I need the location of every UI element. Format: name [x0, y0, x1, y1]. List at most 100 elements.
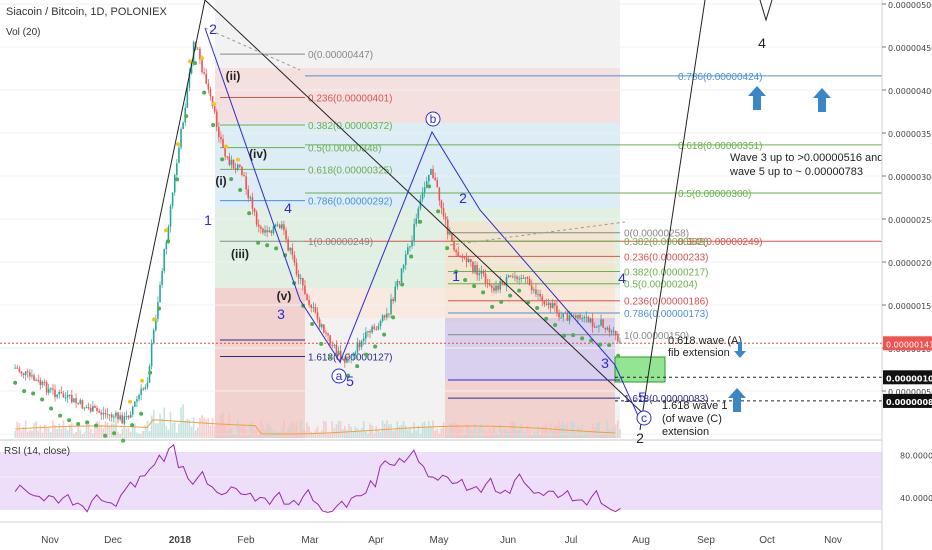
volume-bar [253, 429, 256, 438]
volume-bar [526, 424, 529, 438]
candle-body [43, 381, 46, 383]
candle-body [589, 318, 592, 323]
volume-bar [299, 420, 302, 438]
indicator-dot [247, 211, 252, 216]
fib-label: 0(0.00000447) [308, 50, 373, 61]
volume-bar [22, 427, 25, 438]
volume-bar [138, 433, 140, 438]
volume-bar [438, 433, 441, 438]
candle-body [165, 242, 168, 250]
candle-body [354, 352, 357, 355]
volume-bar [14, 430, 16, 438]
wave-circle [636, 410, 652, 426]
indicator-dot [256, 240, 261, 245]
volume-bar [131, 426, 134, 438]
candle-body [329, 335, 331, 345]
candle-body [604, 327, 607, 330]
candle-body [346, 357, 348, 363]
volume-bar [140, 433, 142, 438]
time-tick-label: Mar [301, 535, 319, 546]
candle-body [503, 284, 506, 286]
candle-body [465, 257, 468, 263]
candle-body [417, 208, 420, 219]
candle-body [556, 305, 558, 313]
indicator-dot [157, 306, 162, 311]
candle-body [377, 326, 380, 330]
candle-body [285, 230, 287, 240]
volume-bar [222, 412, 224, 438]
volume-bar [169, 411, 172, 438]
candle-body [186, 87, 189, 108]
volume-bar [98, 421, 100, 438]
candle-body [251, 197, 254, 209]
candle-body [272, 226, 275, 234]
volume-bar [543, 425, 546, 438]
volume-bar [83, 432, 86, 438]
volume-bar [614, 424, 617, 438]
candle-body [585, 316, 588, 318]
chart-title: Siacoin / Bitcoin, 1D, POLONIEX [6, 6, 167, 18]
volume-bar [509, 422, 512, 438]
candle-body [20, 371, 23, 374]
fib-zone-red-2 [215, 288, 305, 438]
candle-body [54, 389, 56, 398]
candle-body [373, 326, 376, 329]
volume-bar [377, 430, 380, 438]
projection-line [639, 0, 706, 431]
volume-bar [215, 421, 218, 438]
volume-bar [463, 433, 466, 438]
volume-bar [171, 423, 174, 438]
indicator-dot [382, 332, 387, 337]
volume-bar [47, 427, 50, 438]
candle-body [291, 247, 294, 256]
indicator-dot-yellow [236, 157, 240, 162]
volume-bar [188, 419, 191, 438]
volume-bar [327, 432, 329, 438]
volume-bar [455, 423, 457, 438]
volume-bar [18, 423, 21, 438]
candle-body [484, 273, 487, 284]
volume-bar [367, 433, 369, 438]
fib-label-2: 0.618(0.00000351) [678, 141, 763, 152]
volume-bar [432, 420, 434, 438]
volume-bar [115, 420, 117, 438]
volume-bar [142, 430, 145, 438]
candle-body [310, 304, 313, 309]
candle-body [306, 294, 308, 301]
price-tick-label: 0.00000150 [888, 302, 932, 311]
volume-bar [604, 431, 607, 438]
volume-bar [251, 421, 254, 438]
candle-body [591, 318, 594, 327]
volume-bar [203, 417, 205, 438]
price-tick-label: 0.00000350 [888, 130, 932, 139]
candle-body [411, 240, 413, 247]
candle-body [415, 218, 418, 224]
candle-body [178, 147, 180, 164]
volume-bar [56, 428, 58, 438]
volume-bar [257, 433, 260, 438]
candle-body [190, 62, 193, 74]
candle-body [37, 379, 40, 381]
volume-bar [453, 421, 455, 438]
time-tick-label: Jul [565, 535, 578, 546]
volume-bar [306, 422, 308, 438]
candle-body [472, 261, 474, 273]
candle-body [365, 332, 367, 339]
candle-body [81, 400, 84, 409]
volume-bar [402, 420, 405, 438]
volume-bar [33, 423, 35, 438]
volume-bar [64, 427, 67, 438]
volume-bar [407, 430, 409, 438]
candle-body [482, 270, 485, 274]
candle-body [73, 398, 75, 403]
fib-label: 0.786(0.00000292) [308, 197, 393, 208]
indicator-dot-yellow [212, 101, 216, 106]
wave-label: 2 [209, 21, 217, 37]
volume-bar [564, 425, 567, 438]
volume-bar [434, 430, 436, 438]
current-price-label: 0.00000141 [886, 340, 932, 349]
volume-bar [199, 418, 201, 438]
indicator-dot [571, 333, 576, 338]
indicator-dot [148, 370, 153, 375]
candle-body [161, 271, 163, 285]
